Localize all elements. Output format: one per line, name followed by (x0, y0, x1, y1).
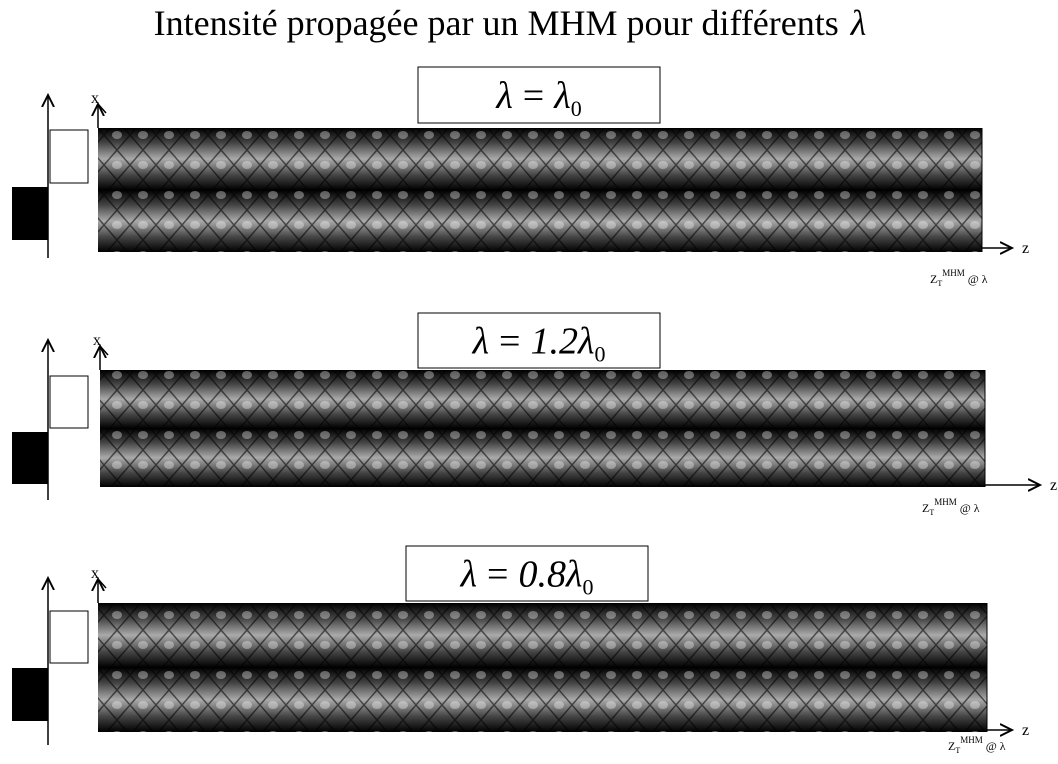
panel: λ = 1.2λ0 x z ZTMHM @ λ (12, 312, 1057, 517)
interference-pattern (98, 603, 987, 732)
wavelength-label: λ = 1.2λ0 (472, 321, 606, 367)
upper-guide (49, 610, 89, 664)
wavelength-label: λ = λ0 (495, 75, 581, 121)
input-beam (12, 432, 48, 484)
label-box (405, 545, 649, 602)
x-arrow-head (99, 345, 109, 356)
x-axis-label: x (93, 332, 101, 349)
label-box (417, 312, 661, 369)
x-axis-label: x (91, 90, 99, 107)
period-label: ZTMHM @ λ (922, 497, 980, 517)
period-label: ZTMHM @ λ (930, 268, 988, 288)
z-axis-label: z (1022, 240, 1029, 257)
x-arrow-head (97, 103, 107, 114)
label-box (417, 66, 661, 124)
title: Intensité propagée par un MHM pour diffé… (154, 3, 867, 43)
wavelength-label: λ = 0.8λ0 (460, 554, 594, 600)
z-axis-label: z (1022, 722, 1029, 739)
period-label: ZTMHM @ λ (948, 735, 1006, 755)
x-arrow-head (97, 578, 107, 589)
z-axis-label: z (1050, 477, 1057, 494)
upper-guide (49, 129, 89, 184)
interference-pattern (100, 370, 985, 487)
input-beam (12, 668, 48, 721)
panel: λ = λ0 x z ZTMHM @ λ (12, 66, 1029, 288)
input-beam (12, 187, 48, 240)
upper-guide (49, 375, 89, 429)
x-axis-label: x (91, 565, 99, 582)
interference-pattern (98, 128, 982, 252)
panel: λ = 0.8λ0 x z ZTMHM @ λ (12, 545, 1029, 755)
